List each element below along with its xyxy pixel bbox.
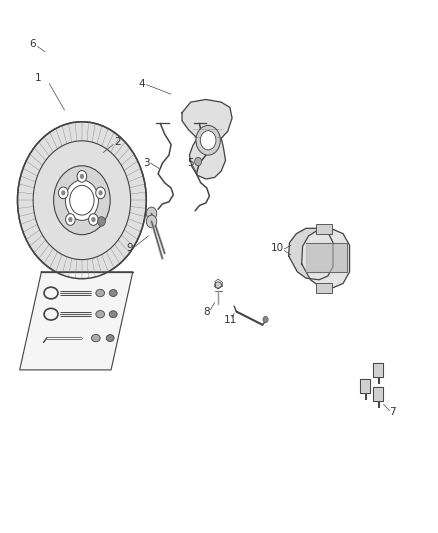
Ellipse shape: [106, 335, 114, 342]
Polygon shape: [306, 243, 347, 272]
Circle shape: [53, 166, 110, 235]
Circle shape: [91, 217, 95, 222]
Text: 7: 7: [389, 407, 396, 417]
Circle shape: [88, 214, 98, 225]
Polygon shape: [302, 229, 350, 288]
Ellipse shape: [71, 182, 95, 219]
Circle shape: [70, 185, 94, 215]
Polygon shape: [316, 284, 332, 293]
Circle shape: [59, 187, 68, 199]
Circle shape: [98, 216, 106, 226]
Polygon shape: [20, 272, 133, 370]
Polygon shape: [360, 379, 370, 399]
Text: 9: 9: [127, 243, 133, 253]
Ellipse shape: [96, 311, 105, 318]
Circle shape: [196, 125, 220, 155]
Circle shape: [194, 157, 201, 166]
Circle shape: [18, 122, 146, 279]
Text: 4: 4: [138, 78, 145, 88]
Polygon shape: [182, 100, 232, 179]
Circle shape: [146, 207, 157, 220]
Ellipse shape: [215, 282, 222, 288]
Text: 11: 11: [224, 314, 237, 325]
Circle shape: [96, 187, 105, 199]
Text: 1: 1: [35, 73, 42, 83]
Text: 5: 5: [187, 158, 194, 168]
Circle shape: [80, 174, 84, 179]
Text: 3: 3: [143, 158, 150, 168]
Polygon shape: [289, 228, 333, 280]
Text: 10: 10: [271, 243, 284, 253]
Ellipse shape: [96, 289, 105, 297]
Polygon shape: [316, 224, 332, 233]
Ellipse shape: [92, 334, 100, 342]
Ellipse shape: [110, 289, 117, 296]
Ellipse shape: [110, 311, 117, 318]
Circle shape: [65, 180, 99, 220]
Circle shape: [66, 214, 75, 225]
Circle shape: [77, 171, 87, 182]
Circle shape: [263, 317, 268, 322]
Circle shape: [68, 217, 73, 222]
Circle shape: [200, 131, 216, 150]
Polygon shape: [373, 363, 383, 383]
Text: 2: 2: [115, 137, 121, 147]
Circle shape: [61, 190, 65, 196]
Text: 8: 8: [204, 306, 210, 317]
Text: 6: 6: [29, 39, 36, 49]
Circle shape: [99, 190, 102, 196]
Circle shape: [146, 215, 157, 228]
Polygon shape: [373, 387, 383, 407]
